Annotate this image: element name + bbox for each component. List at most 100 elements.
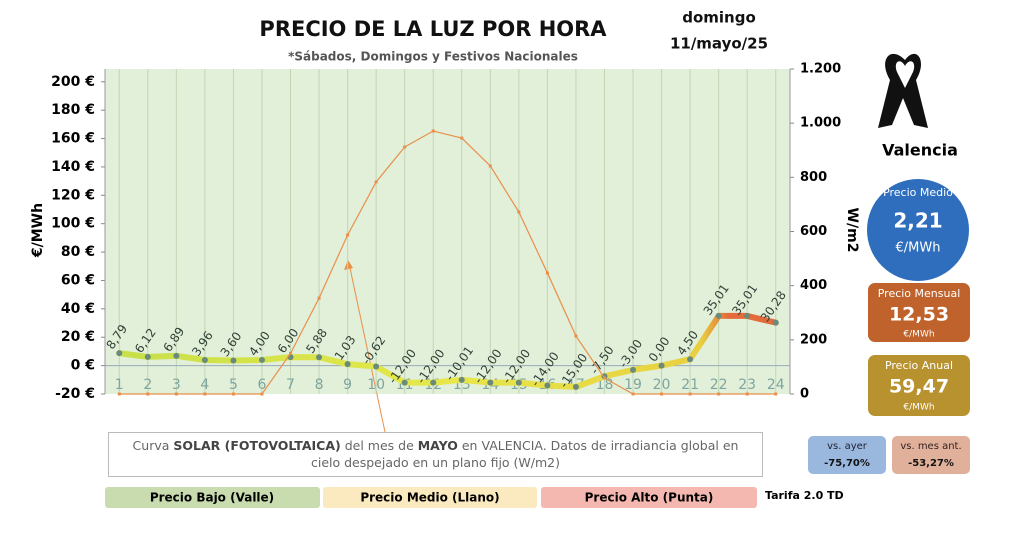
x-tick-label: 21 [681, 377, 699, 393]
price-marker [116, 350, 123, 357]
price-marker [572, 383, 579, 390]
y-tick-label: 120 € [51, 187, 95, 203]
medio-label: Precio Medio [883, 186, 953, 199]
y-tick-label: 40 € [61, 301, 95, 317]
solar-marker [403, 145, 407, 149]
anual-box [868, 355, 970, 416]
note-text: del mes de [340, 438, 418, 453]
weekday: domingo [682, 9, 756, 27]
solar-marker [203, 392, 207, 396]
solar-marker [289, 351, 293, 355]
ribbon-icon [878, 53, 928, 128]
price-marker [144, 353, 151, 360]
y2-tick-label: 0 [800, 387, 809, 402]
y-tick-label: 100 € [51, 216, 95, 232]
y-tick-label: 20 € [61, 329, 95, 345]
subtitle: *Sábados, Domingos y Festivos Nacionales [288, 50, 578, 64]
x-tick-label: 6 [258, 377, 267, 393]
x-tick-label: 3 [172, 377, 181, 393]
y-tick-label: 180 € [51, 102, 95, 118]
solar-line [118, 130, 777, 395]
y-tick-label: 80 € [61, 244, 95, 260]
vs-ayer-label: vs. ayer [827, 441, 868, 452]
vs-ayer-value: -75,70% [824, 458, 870, 469]
x-tick-label: 9 [343, 377, 352, 393]
mensual-label: Precio Mensual [878, 287, 961, 300]
y2-tick-label: 400 [800, 278, 827, 293]
legend-text: Precio Medio (Llano) [360, 491, 499, 505]
vs-mes-value: -53,27% [908, 458, 954, 469]
note-text: SOLAR (FOTOVOLTAICA) [173, 438, 341, 453]
anual-label: Precio Anual [885, 359, 953, 372]
solar-marker [631, 392, 635, 396]
solar-marker [117, 392, 121, 396]
y-tick-label: 200 € [51, 74, 95, 90]
y-tick-label: 0 € [71, 358, 95, 374]
date: 11/mayo/25 [670, 35, 768, 53]
solar-marker [317, 296, 321, 300]
x-tick-label: 7 [286, 377, 295, 393]
legend-text: Precio Bajo (Valle) [150, 491, 274, 505]
note-text: en VALENCIA. Datos de irradiancia global… [310, 438, 739, 470]
price-marker [430, 379, 437, 386]
x-tick-label: 19 [624, 377, 642, 393]
note-text: Curva [132, 438, 174, 453]
solar-marker [745, 392, 749, 396]
anual-unit: €/MWh [903, 403, 934, 413]
x-tick-label: 1 [115, 377, 124, 393]
medio-unit: €/MWh [896, 241, 941, 256]
x-tick-label: 4 [200, 377, 209, 393]
y2-tick-label: 200 [800, 332, 827, 347]
solar-marker [717, 392, 721, 396]
solar-marker [174, 392, 178, 396]
price-marker [258, 356, 265, 363]
medio-value: 2,21 [893, 209, 942, 233]
note: Curva SOLAR (FOTOVOLTAICA) del mes de MA… [108, 432, 763, 477]
vs-mes-box [892, 436, 970, 474]
solar-marker [460, 136, 464, 140]
vs-ayer-box [808, 436, 886, 474]
legend-text: Precio Alto (Punta) [585, 491, 714, 505]
anual-value: 59,47 [889, 376, 949, 398]
x-tick-label: 23 [738, 377, 756, 393]
y-axis-label: €/MWh [30, 203, 46, 258]
legend-llano [323, 487, 537, 508]
tarifa: Tarifa 2.0 TD [765, 489, 844, 502]
price-marker [401, 379, 408, 386]
solar-marker [545, 271, 549, 275]
solar-marker [488, 164, 492, 168]
solar-marker [517, 210, 521, 214]
solar-marker [231, 392, 235, 396]
x-tick-label: 2 [143, 377, 152, 393]
solar-marker [260, 392, 264, 396]
x-tick-label: 8 [315, 377, 324, 393]
legend-valle [105, 487, 320, 508]
price-marker [715, 312, 722, 319]
plot-background [105, 69, 790, 394]
y2-tick-label: 800 [800, 170, 827, 185]
price-marker [173, 352, 180, 359]
price-marker [344, 361, 351, 368]
solar-marker [774, 392, 778, 396]
pointer [349, 267, 386, 433]
mensual-box [868, 283, 970, 342]
price-marker [230, 357, 237, 364]
mensual-unit: €/MWh [903, 330, 934, 340]
solar-marker [146, 392, 150, 396]
price-marker [458, 376, 465, 383]
solar-marker [602, 376, 606, 380]
y-tick-label: -20 € [55, 386, 95, 402]
pointer-head [344, 260, 353, 270]
vs-mes-label: vs. mes ant. [900, 441, 961, 452]
solar-marker [346, 233, 350, 237]
mensual-value: 12,53 [889, 304, 949, 326]
price-marker [630, 366, 637, 373]
city: Valencia [882, 141, 958, 160]
solar-marker [431, 129, 435, 133]
price-marker [544, 382, 551, 389]
x-tick-label: 24 [767, 377, 785, 393]
chart-title: PRECIO DE LA LUZ POR HORA [259, 17, 607, 41]
price-marker [316, 354, 323, 361]
x-tick-label: 20 [653, 377, 671, 393]
